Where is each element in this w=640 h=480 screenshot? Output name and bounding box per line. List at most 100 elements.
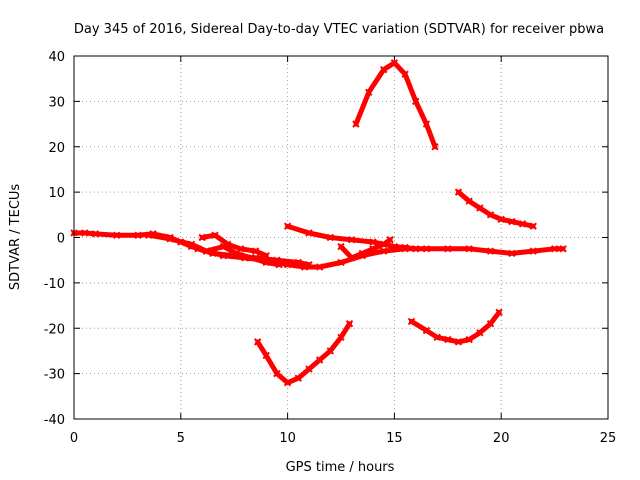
y-tick-label: -10 [44,277,65,292]
data-point [187,240,196,249]
data-point [352,120,360,128]
data-point [508,249,516,258]
data-point [134,231,142,239]
data-point [273,369,281,378]
data-point [476,204,484,212]
data-point [529,247,537,255]
x-tick-label: 5 [177,431,185,446]
data-point [209,249,217,258]
data-point [166,235,174,243]
data-point [283,378,292,387]
data-point [433,333,441,342]
data-point [412,245,420,253]
data-point [444,245,452,253]
data-point [194,245,202,253]
data-point [431,143,439,151]
data-point [454,188,463,196]
y-axis-label: SDTVAR / TECUs [8,184,23,291]
data-point [486,211,495,219]
data-point [337,242,345,251]
data-point [253,338,262,346]
data-point [211,231,219,239]
x-tick-label: 20 [493,431,510,446]
data-point [358,249,367,258]
data-point [337,333,345,342]
data-point [337,258,345,267]
data-point [444,335,452,344]
data-point [198,233,206,242]
x-axis-label: GPS time / hours [286,460,395,475]
tick-labels: 0 5 10 15 20 25 -40 -30 -20 -10 0 10 20 30 40 [44,50,617,446]
data-point [236,245,245,253]
data-point [283,222,292,230]
data-point [251,247,260,255]
data-point [273,256,281,264]
data-point [497,215,505,224]
data-point [365,88,373,97]
y-tick-label: 30 [48,95,65,110]
data-point [294,374,302,382]
plot-frame [73,55,609,420]
data-point [486,247,495,255]
data-point [113,231,121,239]
data-point [465,197,473,205]
data-point [305,365,313,373]
data-point [315,356,324,364]
data-point [486,320,495,328]
data-point [326,233,335,242]
data-point [465,335,473,344]
data-point [91,230,100,238]
data-point [422,245,431,253]
data-point [518,220,527,228]
data-point [345,320,354,328]
x-tick-label: 25 [600,431,617,446]
data-point [550,245,559,253]
data-point [412,97,420,106]
y-tick-label: 10 [48,186,65,201]
series-line-track-dip-right [409,309,502,345]
data-point [224,240,232,249]
y-tick-label: 40 [48,50,65,65]
data-point [294,258,302,267]
y-tick-label: -40 [44,413,65,428]
data-point [508,217,516,226]
data-point [559,245,567,253]
data-point [380,240,388,249]
x-tick-label: 15 [386,431,403,446]
chart-title: Day 345 of 2016, Sidereal Day-to-day VTE… [74,22,604,37]
data-series [70,59,567,387]
data-point [305,261,313,269]
data-point [380,247,388,255]
data-point [326,347,335,355]
y-tick-label: 20 [48,141,65,156]
data-point [80,229,89,237]
data-point [145,231,153,239]
data-point [380,65,388,74]
data-point [529,222,537,230]
data-point [390,242,399,251]
data-point [369,238,377,246]
y-tick-label: -20 [44,322,65,337]
data-point [369,245,377,253]
data-point [251,254,260,262]
y-tick-label: 0 [57,232,65,247]
series-line-track-hump [353,60,438,150]
x-tick-label: 10 [279,431,296,446]
data-point [315,263,324,271]
data-point [454,338,463,346]
data-point [407,317,416,326]
x-tick-label: 0 [70,431,78,446]
data-point [230,251,238,260]
data-point [347,254,356,262]
data-point [401,70,409,78]
series-line-track-right-upper [456,189,536,229]
series-line-track-dip-left [255,321,352,386]
data-point [347,236,356,244]
data-point [262,351,270,360]
data-point [422,120,431,128]
data-point [422,326,431,335]
data-point [495,308,503,317]
data-point [390,59,399,67]
data-point [401,243,409,252]
